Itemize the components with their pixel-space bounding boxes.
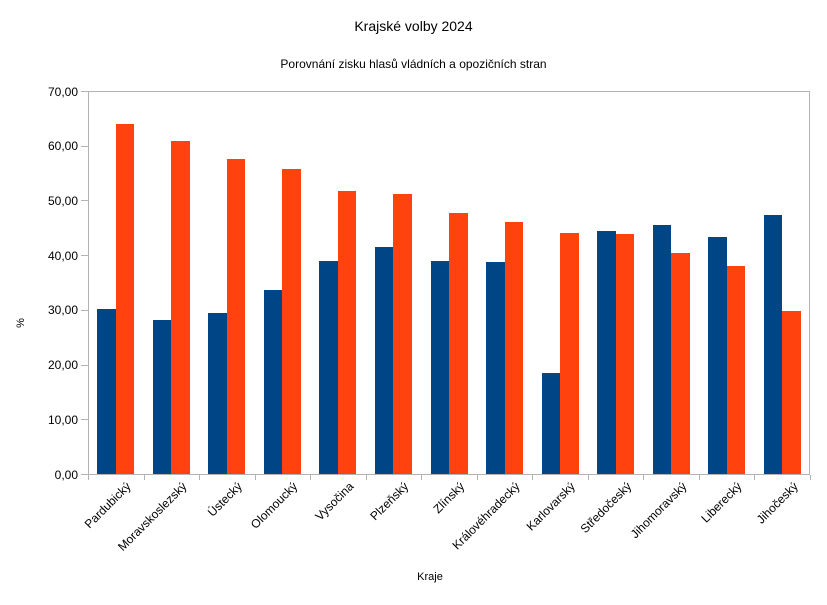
category-label-1: Pardubický xyxy=(82,479,134,532)
bar-series-1-9 xyxy=(541,373,561,474)
y-axis-title: % xyxy=(14,318,27,328)
y-axis-tick-label: 40,00 xyxy=(47,248,78,263)
bar-series-1-13 xyxy=(763,214,783,474)
x-axis-tick xyxy=(421,475,423,480)
y-axis-tick-label: 30,00 xyxy=(47,303,78,318)
category-label-10: Středočeský xyxy=(577,479,634,536)
bar-series-1-3 xyxy=(208,313,227,474)
bar-series-1-11 xyxy=(652,225,672,474)
category-label-5: Vysočina xyxy=(312,479,357,524)
category-label-11: Jihomoravský xyxy=(627,479,690,542)
bar-series-1-8 xyxy=(486,262,505,474)
y-axis-tick-label: 0,00 xyxy=(54,467,78,482)
x-axis-tick xyxy=(532,475,534,480)
bar-series-2-11 xyxy=(671,253,690,474)
bar-series-2-4 xyxy=(282,168,301,474)
bar-series-2-9 xyxy=(560,232,579,474)
plot-area xyxy=(88,91,810,475)
y-axis-tick-label: 20,00 xyxy=(47,358,78,373)
y-axis-tick-label: 50,00 xyxy=(47,193,78,208)
bar-series-2-8 xyxy=(504,222,524,474)
x-axis-tick xyxy=(476,475,478,480)
x-axis-tick xyxy=(254,475,256,480)
bar-series-1-5 xyxy=(319,260,338,474)
x-axis-tick xyxy=(698,475,700,480)
category-label-6: Plzeňský xyxy=(367,479,412,524)
x-axis-tick xyxy=(199,475,201,480)
bar-series-1-4 xyxy=(263,290,283,474)
y-axis-tick-label: 10,00 xyxy=(47,412,78,427)
category-label-12: Liberecký xyxy=(698,479,745,526)
bar-series-1-12 xyxy=(708,236,727,474)
bar-series-2-2 xyxy=(171,141,190,474)
y-axis-tick-label: 60,00 xyxy=(47,139,78,154)
y-axis-tick xyxy=(81,474,88,475)
bar-series-2-12 xyxy=(726,266,746,474)
x-axis-tick xyxy=(88,475,89,480)
category-label-13: Jihočeský xyxy=(753,479,801,527)
category-label-7: Zlínský xyxy=(430,479,468,517)
bar-series-2-1 xyxy=(115,124,135,474)
y-axis-tick xyxy=(81,255,88,257)
x-axis-tick xyxy=(754,475,756,480)
x-axis-tick xyxy=(365,475,367,480)
bar-series-2-6 xyxy=(393,194,412,474)
bar-series-1-6 xyxy=(374,246,394,474)
bar-series-2-13 xyxy=(782,311,801,474)
category-label-4: Olomoucký xyxy=(248,479,301,532)
y-axis-tick xyxy=(81,145,88,147)
chart-subtitle: Porovnání zisku hlasů vládních a opozičn… xyxy=(280,57,547,71)
category-label-3: Ústecký xyxy=(204,479,246,520)
bar-series-2-10 xyxy=(615,234,635,474)
y-axis-tick xyxy=(81,364,88,366)
x-axis-tick xyxy=(587,475,589,480)
y-axis-tick xyxy=(81,309,88,311)
x-axis-tick xyxy=(810,475,811,480)
bar-series-1-10 xyxy=(597,231,616,474)
chart-title: Krajské volby 2024 xyxy=(354,18,473,34)
y-axis-tick xyxy=(81,91,88,92)
bar-series-2-7 xyxy=(449,213,468,474)
y-axis-tick xyxy=(81,200,88,202)
x-axis-title: Kraje xyxy=(417,571,443,583)
category-label-9: Karlovarský xyxy=(524,479,579,534)
bar-series-1-7 xyxy=(430,261,449,474)
y-axis-tick xyxy=(81,419,88,421)
x-axis-tick xyxy=(643,475,645,480)
x-axis-tick xyxy=(310,475,312,480)
y-axis-tick-label: 70,00 xyxy=(47,84,78,99)
bar-series-1-1 xyxy=(97,309,116,474)
bar-series-2-3 xyxy=(226,158,246,474)
bar-series-1-2 xyxy=(152,319,172,474)
bar-series-2-5 xyxy=(337,191,357,474)
x-axis-tick xyxy=(143,475,145,480)
